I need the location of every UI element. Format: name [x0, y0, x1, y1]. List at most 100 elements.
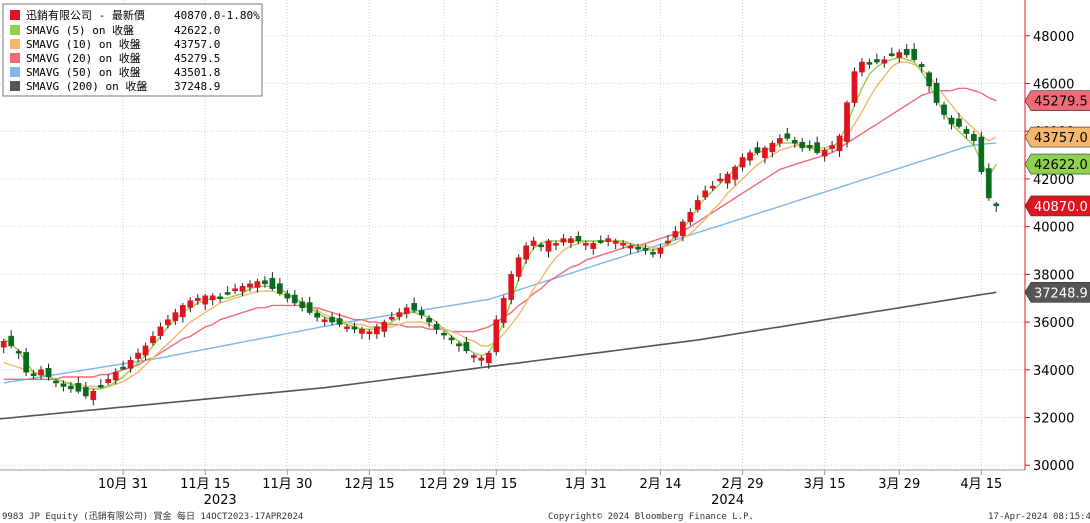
candle-body [217, 296, 223, 300]
candle-body [903, 49, 910, 56]
candle-body [642, 248, 649, 251]
legend-swatch-sma200 [10, 81, 20, 91]
candle-body [739, 157, 746, 168]
legend-sma10-value: 43757.0 [174, 38, 220, 51]
price-tag-label: 43757.0 [1034, 131, 1088, 146]
candle-body [456, 343, 462, 347]
candle-body [545, 240, 552, 252]
candle-body [23, 352, 29, 373]
candle-body [672, 231, 679, 238]
footer-timestamp: 17-Apr-2024 08:15:43 [988, 512, 1090, 522]
candle-body [985, 168, 992, 199]
candle-body [754, 147, 761, 153]
y-tick-label: 34000 [1033, 364, 1074, 379]
candle-body [351, 326, 358, 330]
candle-body [836, 135, 843, 152]
candle-body [277, 283, 283, 294]
candle-body [888, 53, 895, 56]
candle-body [948, 117, 955, 125]
footer-copyright: Copyright© 2024 Bloomberg Finance L.P. [548, 512, 754, 522]
sma-line-2 [3, 87, 997, 380]
y-tick-label: 40000 [1033, 221, 1074, 236]
x-tick-label: 3月 29 [878, 477, 920, 492]
candle-body [582, 243, 589, 246]
x-tick-label: 3月 15 [804, 477, 846, 492]
legend-swatch-sma50 [10, 67, 20, 77]
x-year-label: 2023 [204, 493, 237, 508]
candle-body [874, 59, 880, 63]
y-tick-label: 42000 [1033, 173, 1074, 188]
candle-body [784, 133, 791, 139]
candle-body [232, 288, 238, 292]
legend-sma20-name: SMAVG (20) on 收盤 [26, 51, 141, 65]
candle-body [142, 345, 149, 356]
candle-body [605, 238, 612, 243]
candle-body [971, 134, 977, 142]
candle-body [344, 326, 350, 330]
candle-body [30, 373, 37, 376]
candle-body [269, 277, 276, 289]
x-tick-label: 11月 15 [180, 477, 230, 492]
candle-body [747, 152, 753, 161]
x-tick-label: 12月 15 [344, 477, 394, 492]
candle-body [523, 245, 529, 260]
x-tick-label: 1月 31 [565, 477, 607, 492]
candle-body [112, 371, 119, 381]
candle-body [993, 203, 1000, 207]
candle-body [15, 350, 22, 354]
x-axis-ticks: 10月 31 11月 15 11月 30 12月 15 12月 29 1月 15 1月 31… [98, 470, 1002, 508]
x-tick-label: 2月 14 [639, 477, 681, 492]
price-tag [1024, 126, 1090, 148]
y-tick-label: 46000 [1033, 78, 1074, 93]
sma-line-4 [0, 291, 997, 420]
candle-body [508, 274, 515, 300]
candle-body [366, 331, 373, 335]
candle-body [194, 297, 201, 301]
candle-body [590, 243, 597, 250]
legend-sma10-name: SMAVG (10) on 收盤 [26, 37, 141, 51]
candle-body [500, 297, 507, 324]
price-tags: 45279.5 43757.0 42622.0 40870.0 37248.9 [1024, 90, 1090, 303]
candle-body [657, 247, 664, 254]
candle-body [493, 319, 500, 353]
candle-body [68, 385, 74, 390]
candle-body [635, 246, 641, 250]
candle-body [441, 332, 447, 336]
legend-swatch-price [10, 10, 20, 20]
legend-sma5-value: 42622.0 [174, 24, 220, 37]
y-tick-label: 36000 [1033, 316, 1074, 331]
candle-body [717, 178, 723, 182]
legend-sma50-value: 43501.8 [174, 66, 220, 79]
candle-body [135, 352, 141, 359]
candle-body [896, 52, 903, 58]
footer-security-info: 9983 JP Equity (迅銷有限公司) 賞金 每日 14OCT2023-… [2, 510, 303, 522]
candle-body [702, 190, 709, 198]
candle-body [575, 236, 582, 242]
sma-line-3 [3, 142, 997, 384]
candle-body [866, 62, 873, 65]
candlesticks [0, 43, 1000, 406]
candle-body [381, 321, 388, 332]
candle-body [60, 383, 67, 387]
candle-body [299, 301, 306, 309]
y-tick-label: 48000 [1033, 30, 1074, 45]
candle-body [359, 328, 365, 334]
candle-body [75, 383, 82, 392]
candle-body [553, 243, 559, 246]
candle-body [918, 64, 925, 68]
candle-body [769, 142, 776, 153]
price-tag-label: 37248.9 [1034, 286, 1088, 301]
candle-body [485, 352, 492, 364]
candle-body [314, 312, 321, 318]
x-tick-label: 4月 15 [960, 477, 1002, 492]
legend-sma20-value: 45279.5 [174, 52, 220, 65]
candle-body [187, 300, 194, 308]
candle-body [933, 82, 940, 103]
candle-body [762, 147, 768, 158]
candle-body [209, 295, 216, 301]
candle-body [963, 128, 970, 134]
candle-body [687, 212, 694, 222]
candle-body [859, 61, 865, 73]
legend-sma50-name: SMAVG (50) on 收盤 [26, 65, 141, 79]
candle-body [709, 185, 716, 189]
